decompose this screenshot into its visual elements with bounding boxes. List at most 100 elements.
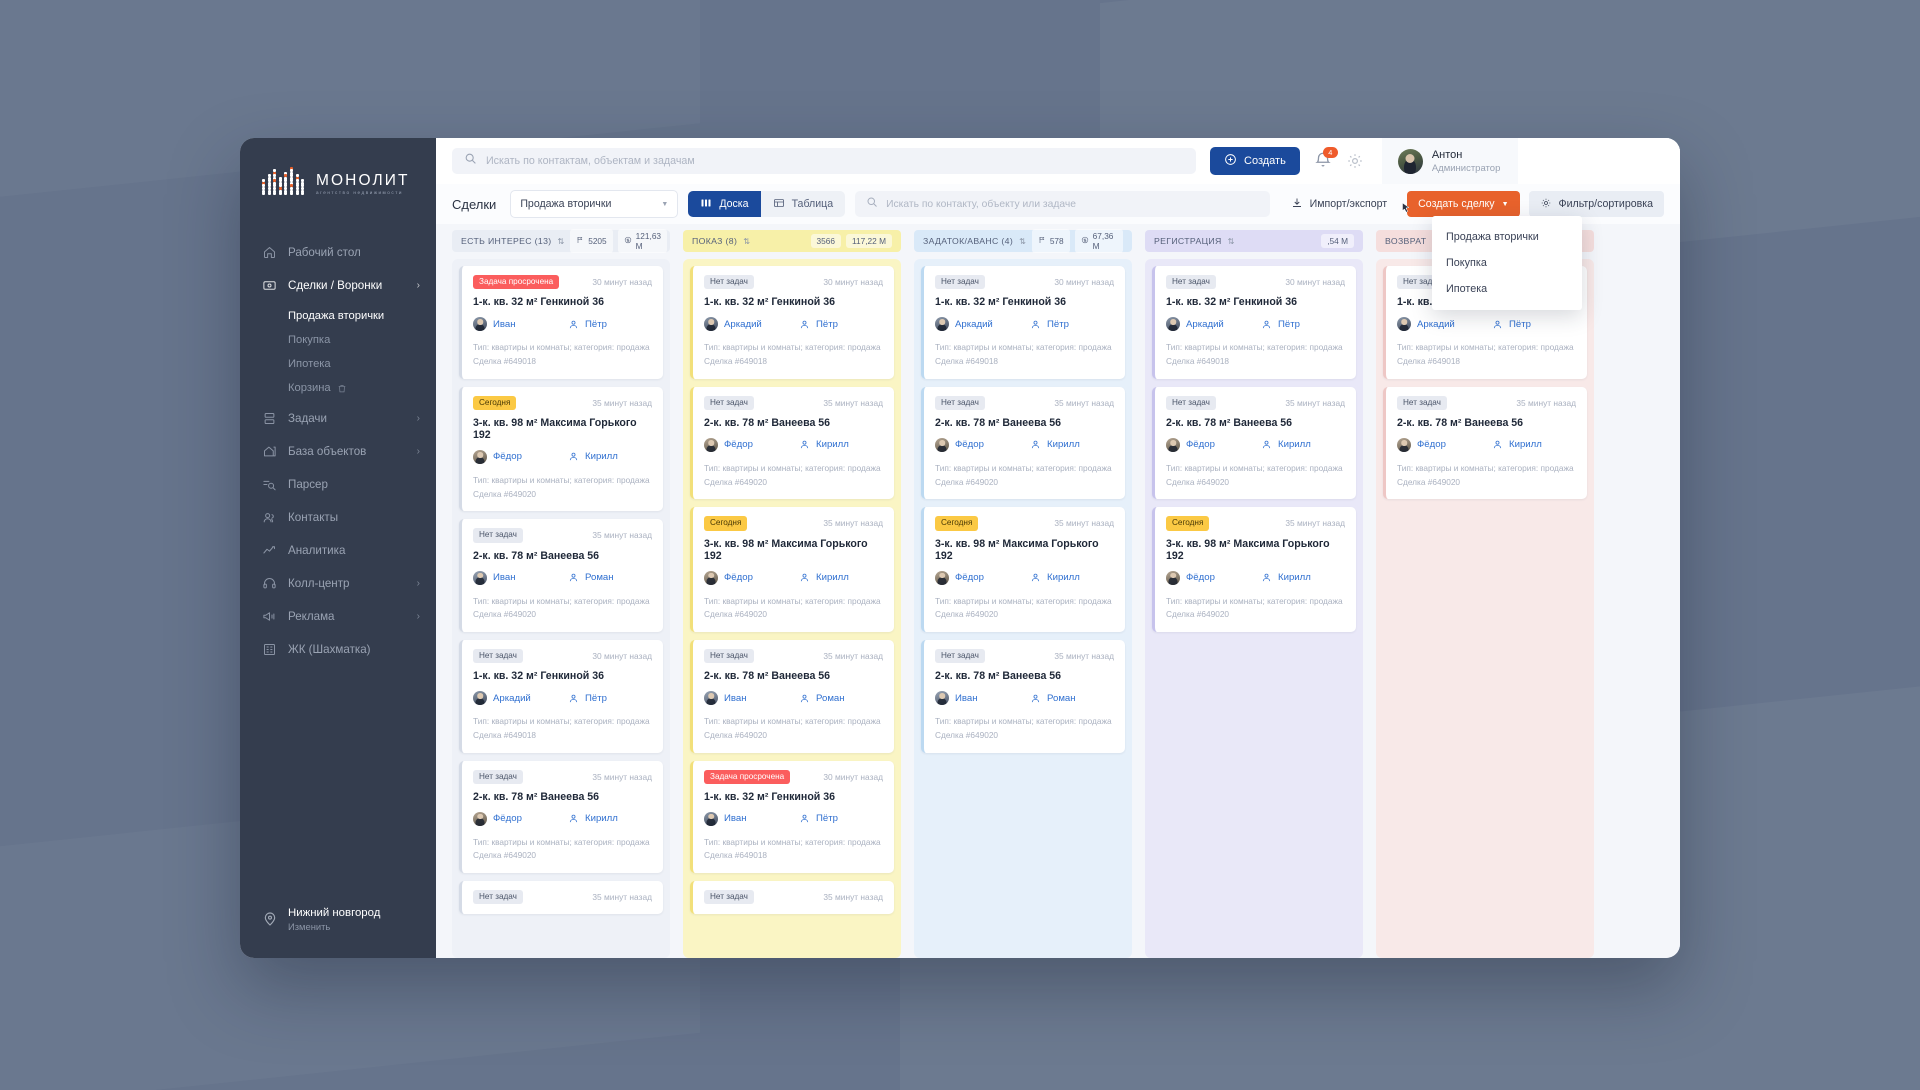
sidebar-item-8[interactable]: Колл-центр › — [240, 567, 436, 600]
deal-card[interactable]: Нет задач 35 минут назад 2-к. кв. 78 м² Ва… — [459, 519, 663, 632]
deal-responsible[interactable]: Пётр — [1030, 319, 1114, 330]
deal-responsible[interactable]: Пётр — [1261, 319, 1345, 330]
deal-responsible[interactable]: Кирилл — [1261, 572, 1345, 583]
deal-owner[interactable]: Фёдор — [935, 437, 984, 452]
deal-card[interactable]: Сегодня 35 минут назад 3-к. кв. 98 м² Макс… — [921, 507, 1125, 632]
sidebar-item-9[interactable]: Реклама › — [240, 600, 436, 633]
global-search-input[interactable]: Искать по контактам, объектам и задачам — [452, 148, 1196, 174]
deal-card[interactable]: Нет задач 30 минут назад 1-к. кв. 32 м² Ге… — [1152, 266, 1356, 379]
notifications-button[interactable]: 4 — [1314, 147, 1338, 171]
sidebar-subitem-2[interactable]: Покупка — [240, 328, 436, 352]
location-selector[interactable]: Нижний новгород Изменить — [240, 890, 436, 958]
deal-card[interactable]: Сегодня 35 минут назад 3-к. кв. 98 м² Макс… — [1152, 507, 1356, 632]
create-button[interactable]: Создать — [1210, 147, 1300, 175]
column-header[interactable]: ЗАДАТОК/АВАНС (4) ⇅ 578 67,36 М — [914, 229, 1132, 253]
funnel-select[interactable]: Продажа вторички ▼ — [510, 190, 679, 218]
deal-responsible[interactable]: Пётр — [568, 319, 652, 330]
deal-card[interactable]: Нет задач 35 минут назад 2-к. кв. 78 м² Ва… — [921, 386, 1125, 500]
deal-responsible[interactable]: Пётр — [1492, 319, 1576, 330]
deal-responsible[interactable]: Роман — [568, 572, 652, 583]
column-header[interactable]: ЕСТЬ ИНТЕРЕС (13) ⇅ 5205 121,63 М — [452, 229, 670, 253]
deal-card[interactable]: Нет задач 35 минут назад 2-к. кв. 78 м² Ва… — [459, 760, 663, 874]
deal-owner[interactable]: Аркадий — [1397, 317, 1455, 332]
settings-gear-icon[interactable] — [1346, 152, 1364, 170]
deal-owner[interactable]: Иван — [473, 317, 516, 332]
deal-card[interactable]: Нет задач 30 минут назад 1-к. кв. 32 м² Ге… — [690, 266, 894, 379]
deal-responsible[interactable]: Кирилл — [799, 439, 883, 450]
deal-responsible[interactable]: Роман — [1030, 693, 1114, 704]
deal-owner[interactable]: Фёдор — [1166, 437, 1215, 452]
deal-card[interactable]: Нет задач 35 минут назад 2-к. кв. 78 м² Ва… — [1383, 386, 1587, 500]
sidebar-item-3[interactable]: Задачи › — [240, 402, 436, 435]
deals-search-input[interactable]: Искать по контакту, объекту или задаче — [855, 191, 1270, 217]
deal-owner[interactable]: Иван — [704, 691, 747, 706]
sort-icon[interactable]: ⇅ — [1019, 236, 1026, 246]
deal-owner[interactable]: Иван — [704, 811, 747, 826]
location-change-link[interactable]: Изменить — [288, 921, 331, 932]
sidebar-item-1[interactable]: Рабочий стол — [240, 236, 436, 269]
deal-card[interactable]: Сегодня 35 минут назад 3-к. кв. 98 м² Макс… — [459, 386, 663, 512]
sidebar-item-4[interactable]: База объектов › — [240, 435, 436, 468]
column-cards[interactable]: Задача просрочена 30 минут назад 1-к. кв. … — [452, 259, 670, 958]
sidebar-item-7[interactable]: Аналитика — [240, 534, 436, 567]
deal-responsible[interactable]: Кирилл — [1261, 439, 1345, 450]
user-menu[interactable]: Антон Администратор — [1381, 138, 1519, 184]
create-deal-button[interactable]: Создать сделку ▼ — [1402, 191, 1520, 217]
deal-card[interactable]: Нет задач 35 минут назад 2-к. кв. 78 м² Ва… — [690, 639, 894, 753]
deal-owner[interactable]: Аркадий — [704, 317, 762, 332]
deal-card[interactable]: Нет задач 35 минут назад — [690, 881, 894, 915]
sidebar-subitem-3[interactable]: Ипотека — [240, 352, 436, 376]
deal-owner[interactable]: Фёдор — [1397, 437, 1446, 452]
deal-responsible[interactable]: Пётр — [799, 319, 883, 330]
deal-responsible[interactable]: Кирилл — [568, 813, 652, 824]
deal-owner[interactable]: Иван — [473, 570, 516, 585]
column-header[interactable]: РЕГИСТРАЦИЯ ⇅ ,54 М — [1145, 230, 1363, 252]
deal-owner[interactable]: Фёдор — [935, 570, 984, 585]
deal-owner[interactable]: Фёдор — [1166, 570, 1215, 585]
deal-card[interactable]: Нет задач 35 минут назад 2-к. кв. 78 м² Ва… — [1152, 386, 1356, 500]
deal-owner[interactable]: Аркадий — [473, 691, 531, 706]
deal-owner[interactable]: Аркадий — [935, 317, 993, 332]
deal-card[interactable]: Задача просрочена 30 минут назад 1-к. кв. … — [459, 266, 663, 379]
deal-card[interactable]: Сегодня 35 минут назад 3-к. кв. 98 м² Макс… — [690, 507, 894, 632]
import-export-button[interactable]: Импорт/экспорт — [1280, 191, 1399, 217]
sort-icon[interactable]: ⇅ — [743, 236, 750, 246]
deal-responsible[interactable]: Кирилл — [1030, 439, 1114, 450]
deal-owner[interactable]: Фёдор — [473, 449, 522, 464]
brand-logo[interactable]: МОНОЛИТ агентство недвижимости — [240, 138, 436, 196]
deal-responsible[interactable]: Пётр — [568, 693, 652, 704]
deal-responsible[interactable]: Кирилл — [568, 451, 652, 462]
deal-responsible[interactable]: Кирилл — [1492, 439, 1576, 450]
sidebar-item-6[interactable]: Контакты — [240, 501, 436, 534]
sort-icon[interactable]: ⇅ — [557, 236, 565, 246]
filter-sort-button[interactable]: Фильтр/сортировка — [1528, 191, 1664, 217]
deal-card[interactable]: Нет задач 30 минут назад 1-к. кв. 32 м² Ге… — [921, 266, 1125, 379]
tab-board[interactable]: Доска — [688, 191, 761, 217]
deal-owner[interactable]: Иван — [935, 691, 978, 706]
sidebar-subitem-4[interactable]: Корзина — [240, 376, 436, 400]
kanban-board[interactable]: ЕСТЬ ИНТЕРЕС (13) ⇅ 5205 121,63 М Задача про… — [436, 224, 1680, 958]
tab-table[interactable]: Таблица — [761, 191, 846, 217]
deal-card[interactable]: Задача просрочена 30 минут назад 1-к. кв. … — [690, 760, 894, 874]
deal-responsible[interactable]: Пётр — [799, 813, 883, 824]
deal-owner[interactable]: Аркадий — [1166, 317, 1224, 332]
deal-responsible[interactable]: Кирилл — [799, 572, 883, 583]
sort-icon[interactable]: ⇅ — [1227, 236, 1235, 246]
sidebar-item-10[interactable]: ЖК (Шахматка) — [240, 633, 436, 666]
dropdown-item-2[interactable]: Покупка — [1446, 257, 1487, 269]
column-header[interactable]: ПОКАЗ (8) ⇅ 3566 117,22 М — [683, 230, 901, 252]
sidebar-subitem-1[interactable]: Продажа вторички — [240, 304, 436, 328]
dropdown-item-3[interactable]: Ипотека — [1446, 283, 1488, 295]
deal-card[interactable]: Нет задач 35 минут назад 2-к. кв. 78 м² Ва… — [690, 386, 894, 500]
deal-owner[interactable]: Фёдор — [473, 811, 522, 826]
deal-card[interactable]: Нет задач 35 минут назад 2-к. кв. 78 м² Ва… — [921, 639, 1125, 753]
sidebar-item-2[interactable]: Сделки / Воронки › — [240, 269, 436, 302]
deal-owner[interactable]: Фёдор — [704, 437, 753, 452]
deal-card[interactable]: Нет задач 30 минут назад 1-к. кв. 32 м² Ге… — [459, 639, 663, 753]
sidebar-item-5[interactable]: Парсер — [240, 468, 436, 501]
deal-owner[interactable]: Фёдор — [704, 570, 753, 585]
